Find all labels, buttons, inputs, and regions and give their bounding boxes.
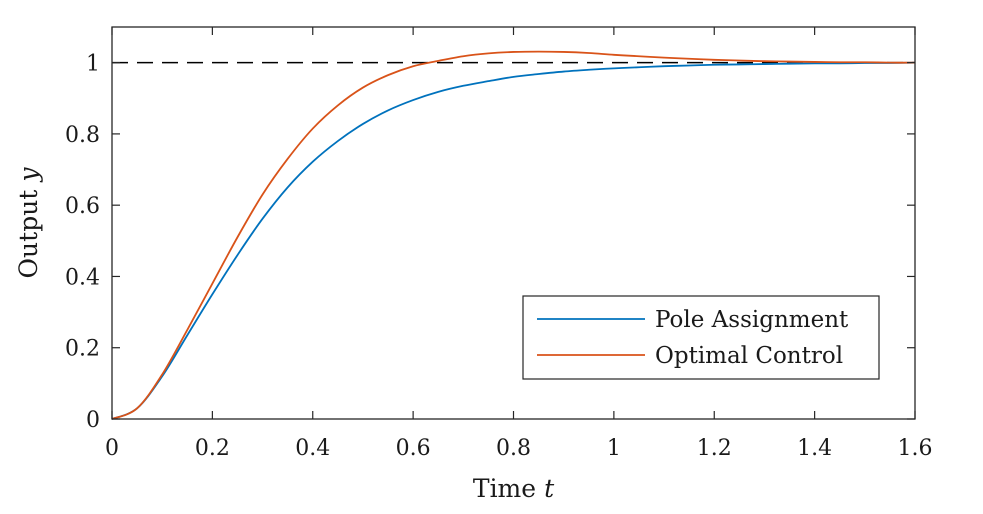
x-tick-label: 0.8 (496, 436, 531, 461)
x-axis-title: Time t (473, 474, 555, 503)
x-tick-label: 0 (105, 436, 119, 461)
y-axis-title: Output y (14, 167, 43, 279)
y-tick-label: 1 (86, 52, 100, 77)
x-tick-label: 1.4 (797, 436, 832, 461)
x-axis-title-text: Time (473, 474, 536, 503)
x-tick-label: 1.6 (898, 436, 933, 461)
axis-titles: Time t Output y (14, 167, 555, 503)
series-line-pole-assignment (111, 61, 916, 420)
x-axis-variable: t (544, 474, 555, 503)
y-tick-label: 0.6 (65, 194, 100, 219)
y-tick-label: 0 (86, 408, 100, 433)
axes: 0 0.2 0.4 0.6 0.8 1 1.2 1.4 1.6 0 0.2 0.4 0.6 0.8 1 (65, 26, 933, 461)
series-lines (111, 50, 916, 420)
x-tick-label: 1.2 (697, 436, 732, 461)
y-tick-label: 0.2 (65, 337, 100, 362)
x-tick-label: 1 (607, 436, 621, 461)
legend-label-optimal-control: Optimal Control (655, 343, 843, 369)
y-tick-label: 0.8 (65, 123, 100, 148)
y-axis-variable: y (14, 167, 43, 183)
y-axis-title-text: Output (14, 190, 43, 279)
legend: Pole Assignment Optimal Control (522, 295, 880, 380)
y-tick-label: 0.4 (65, 265, 100, 290)
series-line-optimal-control (111, 50, 916, 420)
legend-box (522, 295, 880, 380)
x-tick-label: 0.2 (195, 436, 230, 461)
legend-label-pole-assignment: Pole Assignment (655, 307, 849, 333)
x-tick-label: 0.4 (295, 436, 330, 461)
x-tick-label: 0.6 (396, 436, 431, 461)
